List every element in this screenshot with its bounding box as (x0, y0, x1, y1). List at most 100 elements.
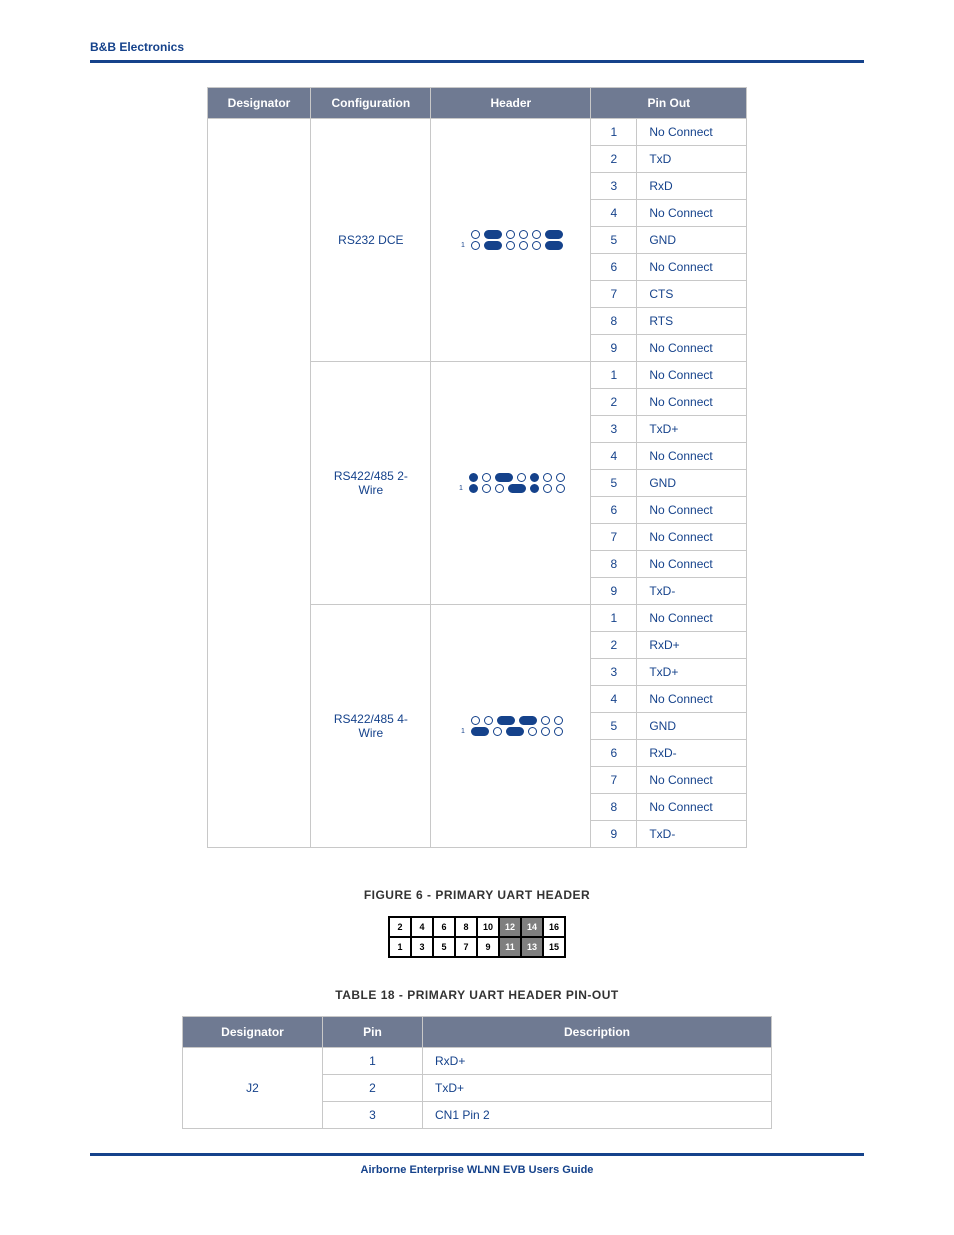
pin-number-cell: 9 (591, 821, 637, 848)
pin-box: 5 (433, 937, 455, 957)
th2-description: Description (423, 1017, 772, 1048)
t2-designator-cell: J2 (183, 1048, 323, 1129)
top-rule (90, 60, 864, 63)
pin-number-cell: 6 (591, 254, 637, 281)
pin-number-cell: 6 (591, 740, 637, 767)
pin-value-cell: RTS (637, 308, 747, 335)
t2-pin-cell: 3 (323, 1102, 423, 1129)
pin-number-cell: 2 (591, 632, 637, 659)
pin-box: 1 (389, 937, 411, 957)
table18-caption: TABLE 18 - PRIMARY UART HEADER PIN-OUT (90, 988, 864, 1002)
designator-cell (207, 119, 311, 848)
config-cell: RS422/485 4-Wire (311, 605, 431, 848)
pin-number-cell: 4 (591, 686, 637, 713)
pin-box: 15 (543, 937, 565, 957)
pin-value-cell: No Connect (637, 254, 747, 281)
pin-box: 11 (499, 937, 521, 957)
pin-number-cell: 9 (591, 578, 637, 605)
pin-number-cell: 7 (591, 281, 637, 308)
pin-value-cell: TxD+ (637, 416, 747, 443)
pin-value-cell: RxD+ (637, 632, 747, 659)
pin-number-cell: 7 (591, 767, 637, 794)
t2-pin-cell: 1 (323, 1048, 423, 1075)
pin-number-cell: 5 (591, 227, 637, 254)
pin-value-cell: CTS (637, 281, 747, 308)
pin-number-cell: 8 (591, 794, 637, 821)
pin-number-cell: 8 (591, 551, 637, 578)
pin-number-cell: 9 (591, 335, 637, 362)
pin-value-cell: GND (637, 713, 747, 740)
pin-value-cell: RxD (637, 173, 747, 200)
t2-desc-cell: CN1 Pin 2 (423, 1102, 772, 1129)
pin-number-cell: 5 (591, 470, 637, 497)
pin-number-cell: 3 (591, 416, 637, 443)
header-diagram-cell: 1 (431, 119, 591, 362)
th-designator: Designator (207, 88, 311, 119)
t2-desc-cell: RxD+ (423, 1048, 772, 1075)
pin-number-diagram: 246810121416 13579111315 (388, 916, 566, 958)
brand-text: B&B Electronics (90, 40, 864, 54)
pin-number-cell: 1 (591, 605, 637, 632)
pin-value-cell: No Connect (637, 794, 747, 821)
figure6-caption: FIGURE 6 - PRIMARY UART HEADER (90, 888, 864, 902)
pin-value-cell: TxD- (637, 578, 747, 605)
header-diagram-cell: 1 (431, 605, 591, 848)
pin-number-cell: 3 (591, 659, 637, 686)
pin-value-cell: No Connect (637, 551, 747, 578)
pin-value-cell: RxD- (637, 740, 747, 767)
header-diagram-cell: 1 (431, 362, 591, 605)
pin-value-cell: No Connect (637, 389, 747, 416)
pin-value-cell: No Connect (637, 443, 747, 470)
pin-value-cell: No Connect (637, 119, 747, 146)
bottom-rule (90, 1153, 864, 1156)
pin-box: 14 (521, 917, 543, 937)
pin-value-cell: GND (637, 470, 747, 497)
t2-desc-cell: TxD+ (423, 1075, 772, 1102)
pin-value-cell: No Connect (637, 200, 747, 227)
pin-box: 16 (543, 917, 565, 937)
pin-value-cell: TxD- (637, 821, 747, 848)
pin-value-cell: No Connect (637, 767, 747, 794)
secondary-pinout-table: Designator Pin Description J21RxD+2TxD+3… (182, 1016, 772, 1129)
pin-box: 8 (455, 917, 477, 937)
pin-value-cell: No Connect (637, 335, 747, 362)
pin-box: 10 (477, 917, 499, 937)
pin-value-cell: No Connect (637, 362, 747, 389)
pin-box: 3 (411, 937, 433, 957)
pin-number-cell: 1 (591, 119, 637, 146)
pin-number-cell: 1 (591, 362, 637, 389)
footer-text: Airborne Enterprise WLNN EVB Users Guide (90, 1164, 864, 1176)
pin-value-cell: No Connect (637, 686, 747, 713)
th-configuration: Configuration (311, 88, 431, 119)
pin-value-cell: No Connect (637, 524, 747, 551)
pin-number-cell: 2 (591, 146, 637, 173)
pin-number-cell: 2 (591, 389, 637, 416)
pin-value-cell: GND (637, 227, 747, 254)
pin-value-cell: TxD+ (637, 659, 747, 686)
pin-number-cell: 3 (591, 173, 637, 200)
main-pinout-table: Designator Configuration Header Pin Out … (207, 87, 748, 848)
pin-number-cell: 5 (591, 713, 637, 740)
config-cell: RS422/485 2-Wire (311, 362, 431, 605)
pin-box: 6 (433, 917, 455, 937)
th-pinout: Pin Out (591, 88, 747, 119)
th2-pin: Pin (323, 1017, 423, 1048)
t2-pin-cell: 2 (323, 1075, 423, 1102)
pin-box: 9 (477, 937, 499, 957)
pin-number-cell: 4 (591, 443, 637, 470)
pin-value-cell: No Connect (637, 497, 747, 524)
pin-box: 7 (455, 937, 477, 957)
pin-box: 13 (521, 937, 543, 957)
pin-number-cell: 4 (591, 200, 637, 227)
th-header: Header (431, 88, 591, 119)
pin-number-cell: 8 (591, 308, 637, 335)
pin-box: 4 (411, 917, 433, 937)
pin-value-cell: TxD (637, 146, 747, 173)
pin-box: 2 (389, 917, 411, 937)
pin-value-cell: No Connect (637, 605, 747, 632)
pin-number-cell: 7 (591, 524, 637, 551)
th2-designator: Designator (183, 1017, 323, 1048)
pin-number-cell: 6 (591, 497, 637, 524)
pin-box: 12 (499, 917, 521, 937)
config-cell: RS232 DCE (311, 119, 431, 362)
